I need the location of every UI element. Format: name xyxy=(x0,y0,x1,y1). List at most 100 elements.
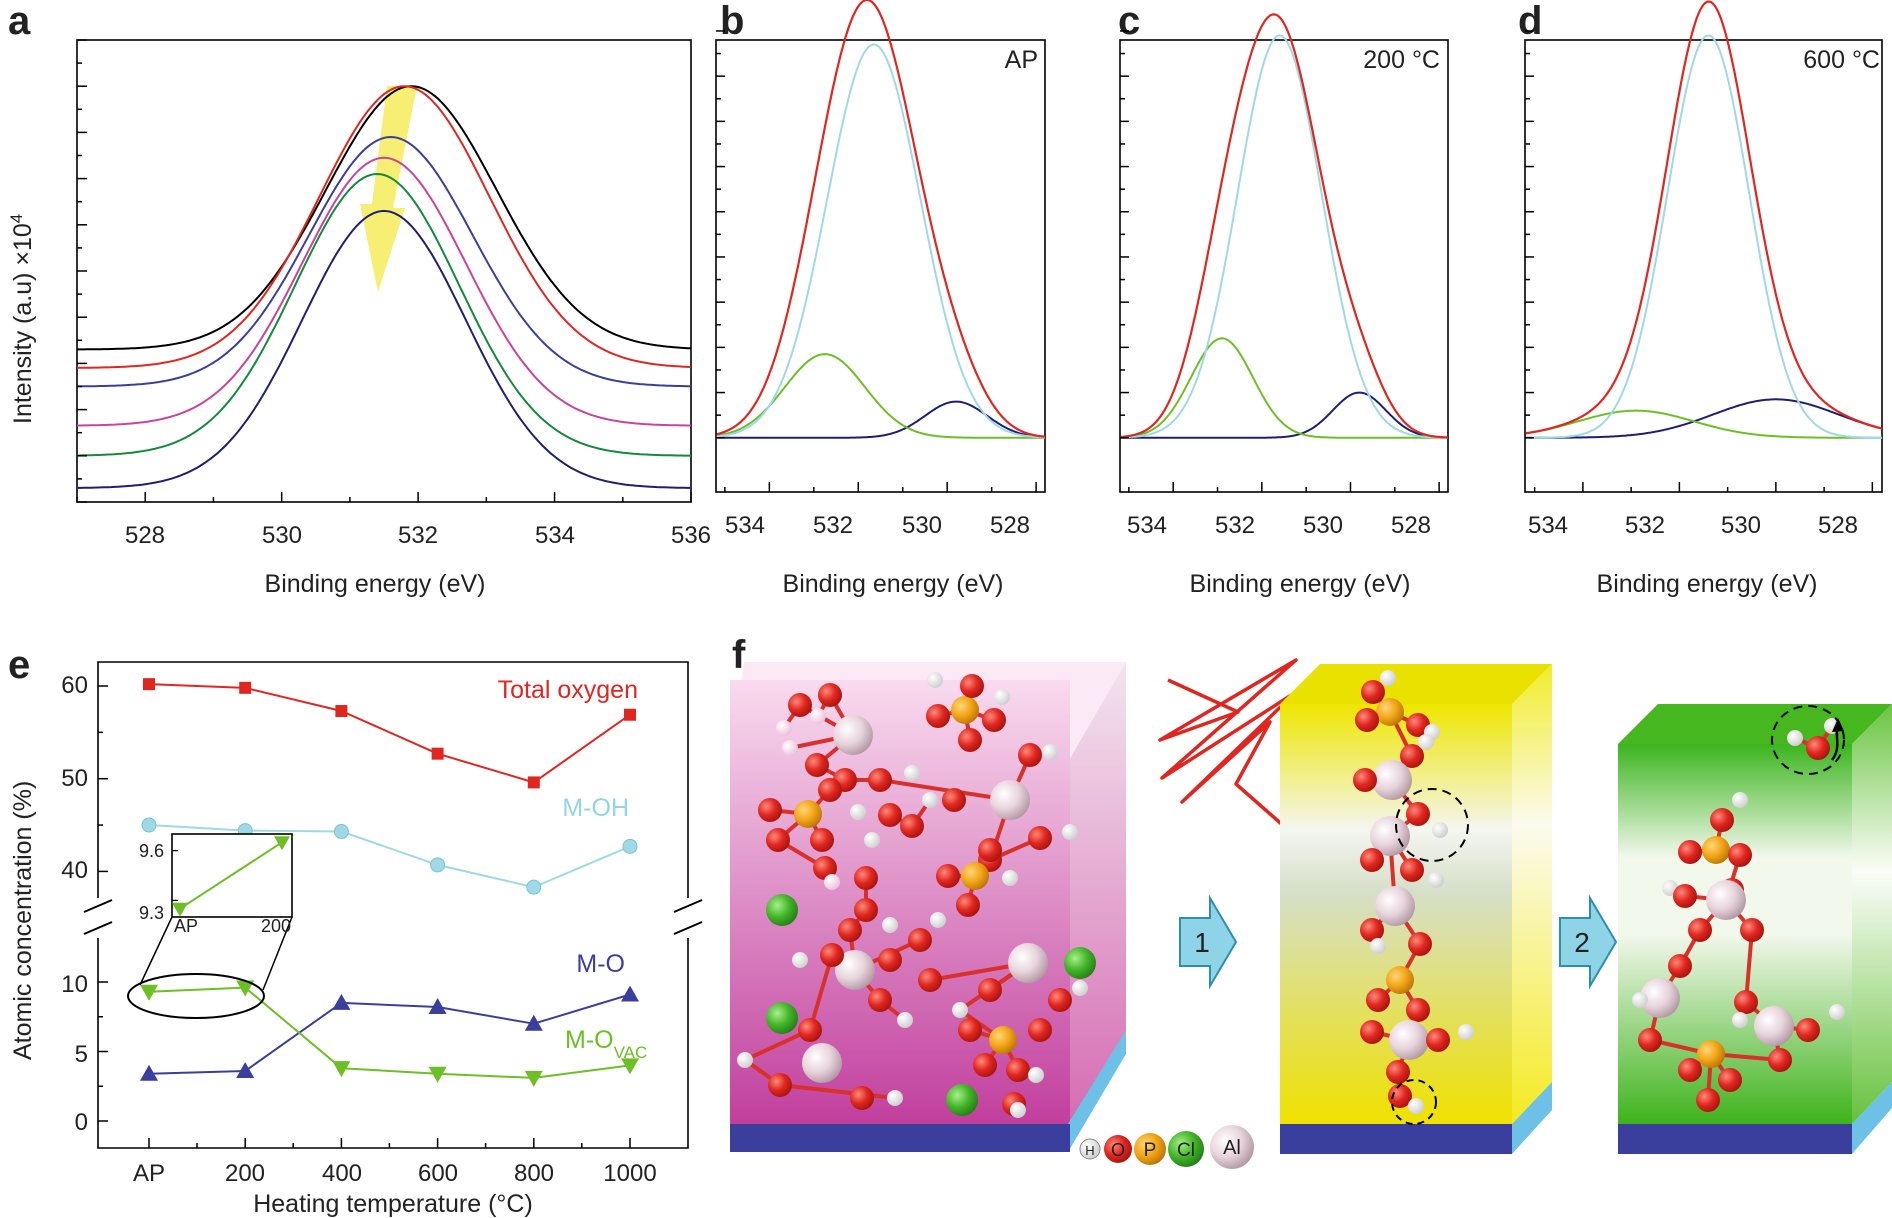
panel-label-e: e xyxy=(8,643,30,687)
inset-connector-left xyxy=(139,916,173,986)
peak-shift-arrow xyxy=(360,86,417,292)
atom-o xyxy=(766,828,790,852)
xtick-c-530: 530 xyxy=(1303,512,1343,539)
atom-o xyxy=(1406,998,1430,1022)
molecules-slab3 xyxy=(1632,718,1845,1112)
atom-h xyxy=(1002,870,1018,886)
atom-h xyxy=(1732,792,1748,808)
atom-o xyxy=(900,814,924,838)
plot-frame-e xyxy=(97,661,689,1149)
xlabel-a: Binding energy (eV) xyxy=(265,570,486,598)
atom-o xyxy=(1408,932,1432,956)
legend-total-oxygen: Total oxygen xyxy=(498,676,638,704)
atom-o xyxy=(878,948,902,972)
component-m-oh-b xyxy=(716,43,1046,439)
legend-p-label: P xyxy=(1144,1140,1157,1161)
atom-o xyxy=(936,864,960,888)
ylabel-a: Intensity (a.u) ×104 xyxy=(7,214,38,424)
xlabel-b: Binding energy (eV) xyxy=(783,570,1004,598)
component-m-oh-c xyxy=(1120,34,1448,439)
atom-o xyxy=(1028,826,1052,850)
atom-o xyxy=(813,856,837,880)
marker-total-oxygen-600 xyxy=(431,747,444,760)
panel-e: 60 50 40 10 5 0 AP 200 400 600 800 1000 … xyxy=(9,661,703,1218)
component-m-o-d xyxy=(1526,398,1883,439)
atom-h xyxy=(994,689,1010,705)
atom-o xyxy=(868,988,892,1012)
atom-o xyxy=(1360,1020,1384,1044)
ytick-e-50: 50 xyxy=(61,765,88,792)
axis-break-left xyxy=(83,898,113,938)
atom-o xyxy=(768,1073,792,1097)
legend-h-atom xyxy=(1079,1138,1101,1160)
panel-f: 1 2 H O P Cl Al xyxy=(730,658,1892,1169)
slab3-substrate-side xyxy=(1852,1082,1892,1154)
atom-h xyxy=(1418,734,1434,750)
xtick-e-200: 200 xyxy=(225,1160,265,1187)
marker-m-oh-800 xyxy=(526,879,542,895)
slab3-top xyxy=(1618,704,1892,744)
legend-m-ovac: M-OVAC xyxy=(565,1026,647,1062)
legend-o-atom xyxy=(1104,1135,1132,1163)
marker-m-ovac-800 xyxy=(524,1070,543,1087)
atom-h xyxy=(1632,992,1648,1008)
molecules-slab1 xyxy=(737,672,1096,1118)
component-m-ovac-c xyxy=(1120,337,1448,439)
ticks-e xyxy=(98,685,631,1148)
xlabel-e: Heating temperature (°C) xyxy=(253,1190,533,1218)
atom-o xyxy=(918,968,942,992)
ylabel-e: Atomic concentration (%) xyxy=(9,781,37,1060)
marker-total-oxygen-800 xyxy=(527,776,540,789)
spectrum-line-2 xyxy=(77,85,692,369)
xtick-a-536: 536 xyxy=(671,522,711,549)
ticks-d xyxy=(1525,30,1874,492)
atom-o xyxy=(758,798,782,822)
atom-h xyxy=(904,765,920,781)
xtick-d-530: 530 xyxy=(1721,512,1761,539)
atom-h xyxy=(882,917,898,933)
atom-o xyxy=(1696,1088,1720,1112)
atom-o xyxy=(1400,744,1424,768)
marker-m-ovac-400 xyxy=(332,1061,351,1078)
legend-al-atom xyxy=(1210,1125,1254,1169)
slab-as-prepared xyxy=(730,662,1126,1152)
atom-h xyxy=(1829,1004,1845,1020)
atom-pk xyxy=(810,708,826,724)
panel-c: 200 °C Binding energy (eV) 534 532 530 5… xyxy=(1119,13,1449,598)
atom-al xyxy=(1008,943,1048,983)
bond xyxy=(879,778,1011,802)
atom-o xyxy=(1048,988,1072,1012)
atom-o xyxy=(1028,1018,1052,1042)
marker-m-ovac-600 xyxy=(428,1066,447,1083)
fit-curves-c xyxy=(1120,13,1449,439)
step-label-2: 2 xyxy=(1574,927,1590,958)
component-m-ovac-d xyxy=(1525,409,1882,439)
atom-cl xyxy=(766,1002,798,1034)
atom-al xyxy=(1754,1006,1794,1046)
atom-h xyxy=(850,804,866,820)
series-line-m-ovac xyxy=(148,986,631,1079)
atom-o xyxy=(868,768,892,792)
series-line-total-oxygen xyxy=(148,683,631,784)
step-arrow-2: 2 xyxy=(1559,894,1618,990)
atom-al xyxy=(1640,978,1680,1018)
marker-total-oxygen-400 xyxy=(335,705,348,718)
xtick-b-534: 534 xyxy=(725,512,765,539)
atom-o xyxy=(854,866,878,890)
atom-o xyxy=(1688,918,1712,942)
atom-o xyxy=(1678,840,1702,864)
atom-p xyxy=(989,1026,1017,1054)
atom-o xyxy=(788,693,812,717)
atom-o xyxy=(1734,990,1758,1014)
envelope-b xyxy=(716,0,1046,438)
slab1-substrate-side xyxy=(1068,1030,1126,1152)
atom-o xyxy=(1426,1028,1450,1052)
atom-h xyxy=(922,792,938,808)
atom-o xyxy=(1796,1018,1820,1042)
marker-m-ovac-ap xyxy=(140,984,158,1001)
ytick-e-0: 0 xyxy=(75,1109,88,1136)
atom-o xyxy=(1638,1028,1662,1052)
atom-o xyxy=(978,838,1002,862)
xtick-c-534: 534 xyxy=(1127,512,1167,539)
